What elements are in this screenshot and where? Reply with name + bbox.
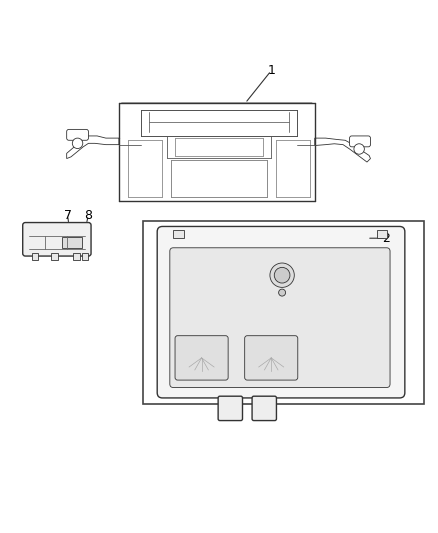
FancyBboxPatch shape	[23, 223, 91, 256]
Bar	[377, 230, 388, 238]
FancyBboxPatch shape	[67, 130, 88, 140]
FancyBboxPatch shape	[245, 336, 298, 380]
Bar	[173, 230, 184, 238]
FancyBboxPatch shape	[170, 248, 390, 387]
Circle shape	[354, 144, 364, 154]
Text: 8: 8	[85, 208, 92, 222]
FancyBboxPatch shape	[157, 227, 405, 398]
Bar	[32, 253, 39, 260]
Text: 7: 7	[64, 208, 71, 222]
FancyBboxPatch shape	[218, 396, 243, 421]
Circle shape	[279, 289, 286, 296]
Circle shape	[274, 268, 290, 283]
FancyBboxPatch shape	[252, 396, 276, 421]
Text: 1: 1	[267, 64, 275, 77]
Bar	[143, 221, 424, 403]
Circle shape	[270, 263, 294, 287]
Text: 4: 4	[198, 280, 206, 293]
Bar	[73, 253, 80, 260]
Bar	[82, 253, 88, 260]
FancyBboxPatch shape	[175, 336, 228, 380]
Bar	[51, 253, 58, 260]
Text: 5: 5	[267, 410, 275, 423]
Text: 3: 3	[198, 269, 206, 282]
Bar	[62, 237, 82, 248]
Circle shape	[72, 138, 83, 149]
FancyBboxPatch shape	[350, 136, 371, 147]
Text: 2: 2	[383, 232, 391, 245]
